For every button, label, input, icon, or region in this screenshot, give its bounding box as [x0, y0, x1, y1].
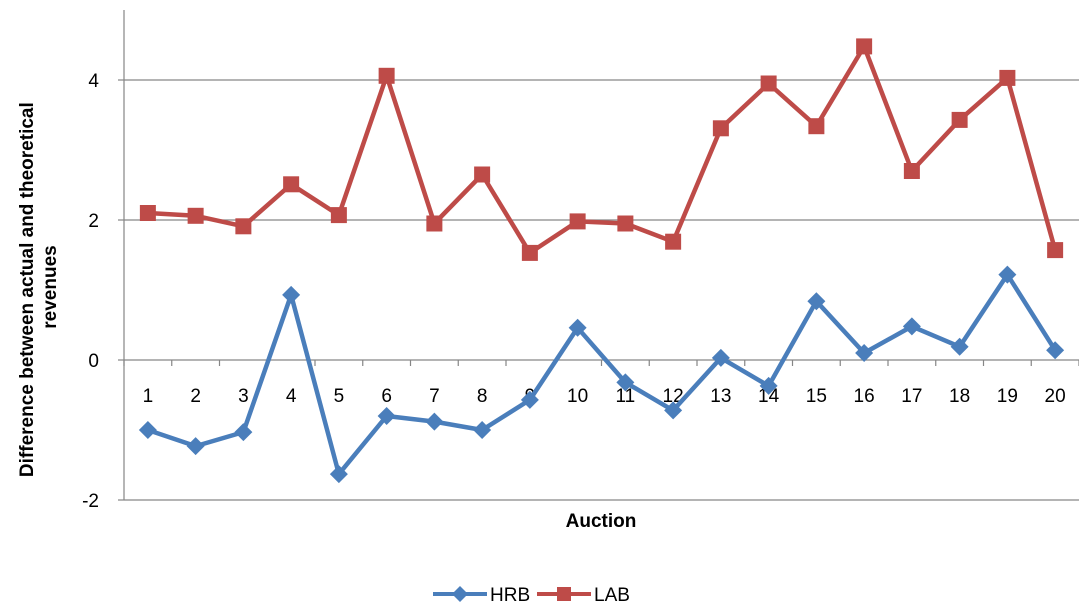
y-tick-labels: -2 0 2 4	[82, 71, 124, 512]
data-point-hrb-18	[950, 337, 969, 356]
axes	[123, 10, 1079, 500]
data-point-lab-7	[426, 215, 443, 232]
data-point-hrb-6	[377, 407, 396, 425]
x-tick-label: 4	[286, 386, 297, 407]
data-point-lab-8	[474, 166, 491, 183]
y-axis-title: Difference between actual and theoretica…	[17, 97, 61, 477]
x-tick-label: 13	[710, 386, 731, 407]
y-tick-label: 0	[88, 351, 99, 372]
series-lines	[138, 38, 1065, 484]
data-point-lab-16	[856, 38, 873, 55]
legend-marker-lab	[557, 587, 571, 601]
data-point-hrb-8	[473, 421, 492, 439]
data-point-hrb-1	[138, 421, 157, 439]
data-point-hrb-10	[568, 318, 587, 337]
x-tick-label: 10	[567, 386, 588, 407]
legend-item-lab: LAB	[537, 585, 630, 606]
data-point-hrb-15	[807, 292, 826, 311]
gridlines	[124, 79, 1079, 501]
x-tick-label: 1	[143, 386, 154, 407]
y-tick-label: 4	[88, 71, 99, 92]
x-tick-label: 14	[758, 386, 780, 407]
data-point-lab-20	[1047, 242, 1064, 259]
data-point-lab-9	[521, 244, 538, 261]
data-point-hrb-4	[282, 285, 301, 304]
data-point-hrb-13	[711, 348, 730, 367]
data-point-hrb-14	[759, 376, 778, 395]
data-point-lab-14	[760, 75, 777, 92]
x-tick-label: 17	[901, 386, 922, 407]
y-axis-title-line-2: revenues	[40, 245, 61, 328]
data-point-lab-12	[665, 233, 682, 250]
data-point-hrb-19	[998, 265, 1017, 284]
data-point-lab-4	[283, 176, 300, 193]
x-tick-label: 3	[238, 386, 249, 407]
data-point-hrb-9	[520, 390, 539, 409]
data-point-lab-3	[235, 218, 252, 235]
data-point-lab-6	[378, 67, 395, 84]
data-point-lab-1	[139, 205, 156, 221]
x-tick-label: 20	[1045, 386, 1066, 407]
x-tick-label: 8	[477, 386, 488, 407]
y-axis-title-line-1: Difference between actual and theoretica…	[17, 102, 38, 477]
data-point-hrb-5	[329, 465, 348, 484]
x-tick-label: 15	[806, 386, 827, 407]
series-line-lab	[147, 44, 1058, 256]
data-point-lab-18	[951, 111, 968, 128]
data-point-lab-2	[187, 207, 204, 224]
x-tick-label: 11	[616, 386, 636, 407]
data-point-hrb-17	[902, 317, 921, 336]
x-axis-title: Auction	[566, 511, 637, 532]
x-tick-label: 2	[190, 386, 201, 407]
data-point-hrb-12	[664, 401, 683, 420]
x-tick-label: 19	[997, 386, 1018, 407]
x-tick-label: 16	[854, 386, 875, 407]
legend-label-lab: LAB	[594, 585, 630, 606]
data-point-lab-17	[903, 163, 920, 179]
data-point-hrb-20	[1046, 341, 1065, 360]
data-point-lab-15	[808, 118, 825, 135]
data-point-lab-19	[999, 69, 1016, 86]
legend: HRB LAB	[433, 585, 630, 606]
data-point-lab-5	[330, 207, 347, 224]
x-tick-labels: 1234567891011121314151617181920	[123, 360, 1079, 407]
data-point-lab-10	[569, 213, 586, 230]
legend-item-hrb: HRB	[433, 585, 530, 606]
data-point-lab-13	[712, 120, 729, 137]
data-point-hrb-7	[425, 412, 444, 431]
legend-label-hrb: HRB	[490, 585, 530, 606]
data-point-hrb-16	[855, 344, 874, 362]
y-tick-label: 2	[88, 211, 99, 232]
data-point-hrb-3	[234, 423, 253, 442]
legend-marker-hrb	[452, 586, 468, 602]
data-point-hrb-2	[186, 437, 205, 456]
x-tick-label: 7	[429, 386, 440, 407]
x-tick-label: 18	[949, 386, 970, 407]
x-tick-label: 5	[334, 386, 345, 407]
data-point-hrb-11	[616, 373, 635, 392]
x-tick-label: 6	[381, 386, 392, 407]
series-line-hrb	[147, 272, 1058, 477]
y-tick-label: -2	[82, 491, 99, 512]
data-point-lab-11	[617, 215, 634, 232]
